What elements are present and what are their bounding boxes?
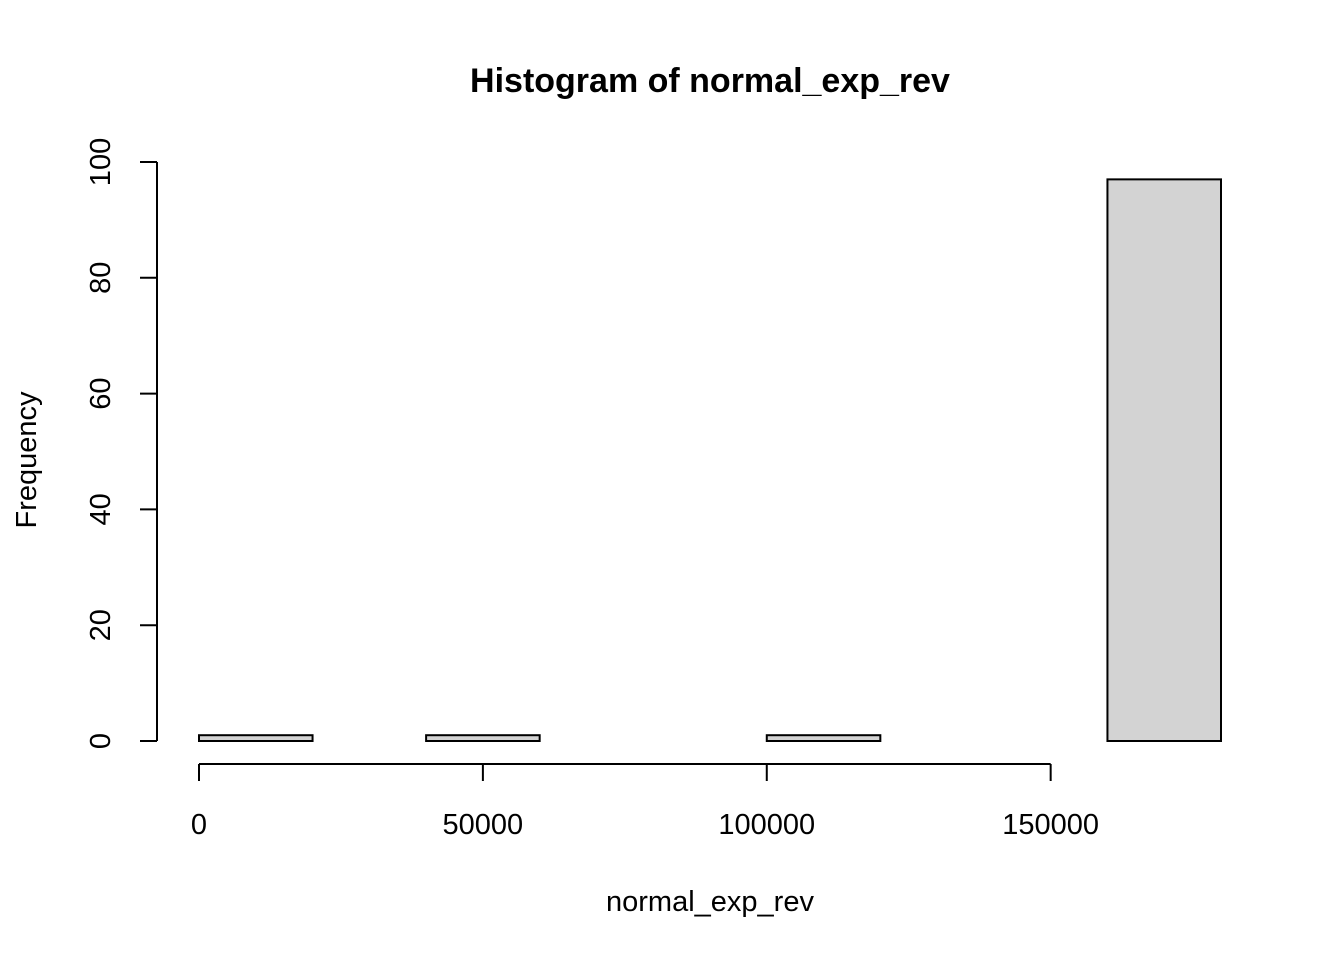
- x-tick-label: 100000: [718, 809, 815, 841]
- x-tick-label: 150000: [1002, 809, 1099, 841]
- histogram-bar: [425, 734, 541, 743]
- histogram-bar: [1106, 178, 1223, 742]
- y-tick-label: 100: [85, 138, 117, 186]
- x-tick-label: 0: [191, 809, 207, 841]
- y-tick-label: 80: [85, 262, 117, 294]
- x-axis: 0 50000 100000 150000: [191, 763, 1099, 841]
- y-tick-label: 40: [85, 493, 117, 525]
- y-tick-label: 20: [85, 609, 117, 641]
- x-axis-label: normal_exp_rev: [606, 886, 814, 918]
- x-tick-label: 50000: [443, 809, 524, 841]
- y-tick-label: 60: [85, 377, 117, 409]
- y-axis: 0 20 40 60 80 100: [85, 138, 158, 749]
- histogram-bar: [765, 734, 882, 743]
- y-tick-label: 0: [85, 733, 117, 749]
- chart-title: Histogram of normal_exp_rev: [470, 62, 950, 100]
- y-axis-label: Frequency: [11, 391, 43, 529]
- histogram-bar: [198, 734, 314, 743]
- bars-group: [198, 178, 1223, 743]
